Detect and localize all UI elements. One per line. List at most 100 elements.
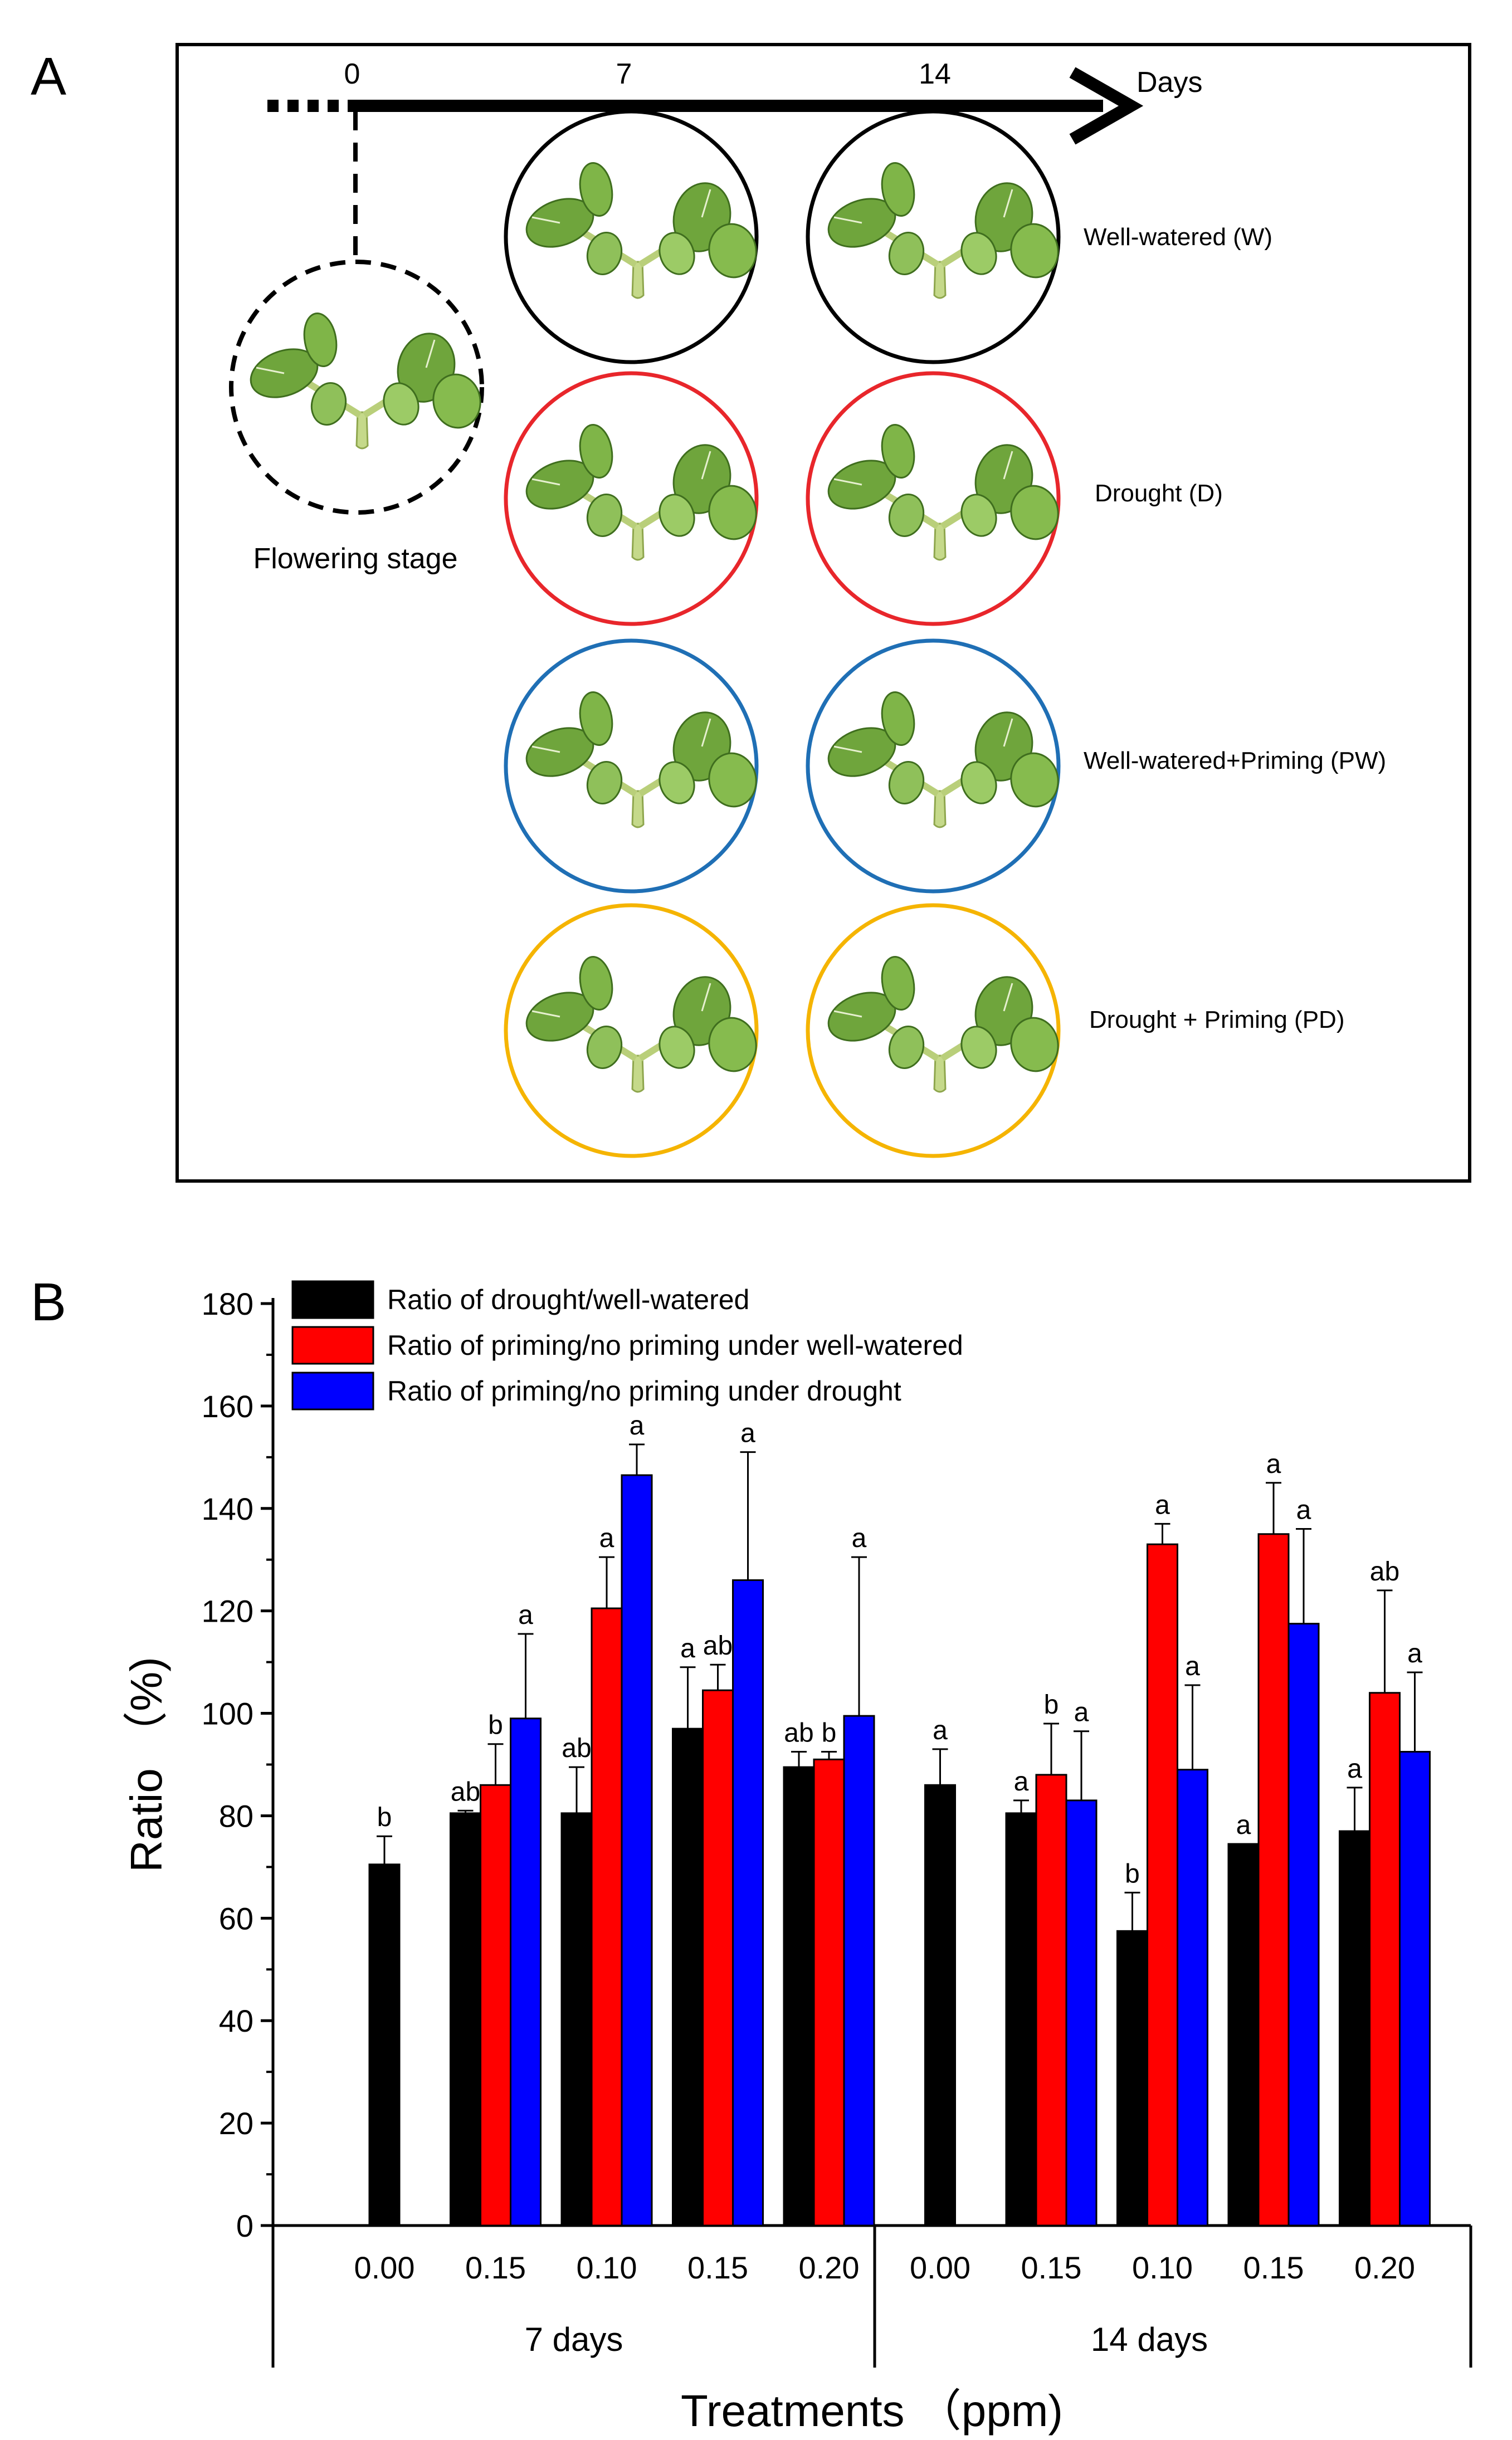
bar-3 (510, 1717, 542, 2227)
timeline: 0 7 14 Days (267, 58, 1202, 262)
significance-label: a (1074, 1698, 1089, 1727)
significance-label: b (822, 1719, 837, 1748)
w-day14-circle (806, 109, 1061, 364)
timeline-unit: Days (1137, 66, 1202, 99)
y-tick-label: 100 (202, 1696, 253, 1731)
significance-label: a (1185, 1652, 1200, 1681)
pw-day7-circle (504, 638, 759, 894)
significance-label: a (1155, 1490, 1170, 1520)
bar-1 (368, 1863, 401, 2227)
timeline-tick-14: 14 (919, 58, 951, 90)
legend-label: Ratio of drought/well-watered (387, 1284, 749, 1315)
timeline-tick-7: 7 (616, 58, 632, 90)
bar-2 (591, 1607, 623, 2227)
bar-1 (783, 1766, 815, 2227)
legend-label: Ratio of priming/no priming under drough… (387, 1375, 901, 1407)
bar-1 (672, 1727, 704, 2227)
condition-row-d: Drought (D) (504, 371, 1223, 626)
condition-row-pd: Drought + Priming (PD) (504, 903, 1344, 1158)
x-group-label: 7 days (525, 2321, 623, 2358)
bar-1 (924, 1784, 956, 2227)
condition-label-w: Well-watered (W) (1084, 223, 1272, 251)
significance-label: a (680, 1634, 695, 1663)
flowering-stage-label: Flowering stage (253, 543, 457, 575)
x-tick-label: 0.10 (1132, 2250, 1193, 2285)
significance-label: a (740, 1419, 755, 1448)
legend-swatch (291, 1372, 374, 1411)
y-tick-label: 80 (219, 1798, 253, 1833)
bar-1 (450, 1812, 481, 2227)
x-tick-label: 0.10 (577, 2250, 637, 2285)
pw-day14-circle (806, 638, 1061, 894)
significance-label: a (518, 1600, 533, 1630)
panel-b-letter: B (31, 1272, 66, 1332)
bar-1 (1227, 1843, 1260, 2227)
significance-label: a (1236, 1811, 1251, 1840)
significance-label: a (599, 1524, 614, 1553)
bar-1 (560, 1812, 593, 2227)
d-day14-circle (806, 371, 1061, 626)
x-tick-label: 0.00 (354, 2250, 415, 2285)
significance-label: b (1044, 1690, 1059, 1720)
d-day7-circle (504, 371, 759, 626)
pd-day14-circle (806, 903, 1061, 1158)
x-tick-label: 0.00 (910, 2250, 970, 2285)
significance-label: ab (784, 1719, 813, 1748)
significance-label: a (852, 1524, 867, 1553)
bar-2 (813, 1758, 845, 2227)
significance-label: b (488, 1711, 503, 1740)
flowering-stage-circle (229, 260, 484, 515)
legend-swatch (291, 1326, 374, 1365)
condition-label-pd: Drought + Priming (PD) (1089, 1006, 1344, 1033)
condition-label-d: Drought (D) (1095, 480, 1223, 507)
y-tick-label: 180 (202, 1286, 253, 1321)
bar-2 (1147, 1543, 1178, 2227)
condition-label-pw: Well-watered+Priming (PW) (1084, 747, 1386, 774)
y-tick-label: 60 (219, 1901, 253, 1936)
significance-label: a (630, 1411, 645, 1441)
significance-label: a (1347, 1754, 1362, 1784)
condition-row-w: Well-watered (W) (504, 109, 1272, 364)
bar-1 (1005, 1812, 1037, 2227)
significance-label: b (377, 1803, 392, 1832)
bar-2 (1369, 1692, 1401, 2227)
significance-label: a (1296, 1496, 1311, 1525)
significance-label: ab (703, 1631, 733, 1661)
bar-1 (1116, 1930, 1148, 2227)
bar-3 (1065, 1799, 1098, 2227)
significance-label: a (1407, 1639, 1422, 1668)
pd-day7-circle (504, 903, 759, 1158)
y-tick-label: 120 (202, 1594, 253, 1629)
x-tick-label: 0.15 (1243, 2250, 1304, 2285)
x-tick-label: 0.20 (1354, 2250, 1415, 2285)
significance-label: ab (1370, 1557, 1399, 1587)
bar-2 (1035, 1774, 1067, 2227)
x-tick-label: 0.20 (799, 2250, 860, 2285)
significance-label: b (1125, 1859, 1140, 1888)
significance-label: ab (562, 1734, 591, 1763)
panel-a-frame (175, 43, 1471, 1183)
bar-3 (1287, 1623, 1320, 2227)
x-axis-title: Treatments （ppm) (681, 2386, 1063, 2436)
y-tick-label: 40 (219, 2003, 253, 2038)
y-tick-label: 20 (219, 2106, 253, 2141)
x-tick-label: 0.15 (1021, 2250, 1082, 2285)
condition-row-pw: Well-watered+Priming (PW) (504, 638, 1386, 894)
x-tick-label: 0.15 (465, 2250, 526, 2285)
x-group-label: 14 days (1091, 2321, 1208, 2358)
timeline-arrowhead-icon (1069, 67, 1144, 145)
y-tick-label: 0 (236, 2208, 253, 2243)
y-tick-label: 140 (202, 1491, 253, 1526)
bar-2 (480, 1784, 511, 2227)
bar-3 (621, 1474, 653, 2227)
panel-b: B 0 20 40 60 80 100 120 140 160 180 Ratio （%) b 0.00… (31, 1272, 1472, 2436)
legend-label: Ratio of priming/no priming under well-w… (387, 1330, 963, 1361)
y-tick-label: 160 (202, 1389, 253, 1424)
bar-2 (702, 1689, 734, 2227)
x-tick-label: 0.15 (687, 2250, 748, 2285)
panel-a: A 0 7 14 Days Flowering stage Well-water… (31, 43, 1471, 1183)
bar-3 (732, 1579, 764, 2227)
significance-label: a (933, 1716, 948, 1745)
bar-2 (1257, 1533, 1290, 2227)
